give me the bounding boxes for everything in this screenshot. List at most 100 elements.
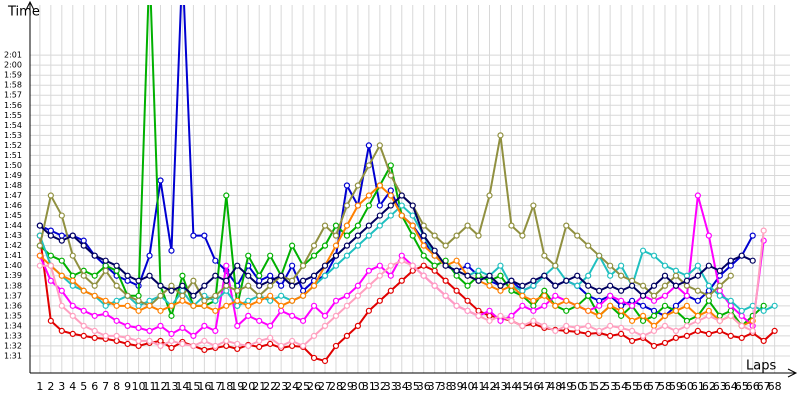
point	[628, 277, 636, 284]
point	[420, 272, 427, 279]
point	[475, 277, 482, 284]
point	[431, 232, 438, 239]
point	[672, 272, 680, 279]
point	[453, 302, 460, 309]
x-tick-label: 12	[154, 380, 168, 393]
point	[705, 282, 712, 289]
point	[738, 334, 745, 342]
point	[80, 242, 87, 249]
point	[234, 340, 241, 348]
point	[168, 287, 175, 294]
point	[58, 287, 65, 294]
point	[376, 297, 383, 304]
point	[650, 307, 658, 314]
point	[672, 307, 680, 314]
x-tick-label: 13	[164, 380, 178, 393]
point	[201, 322, 208, 329]
point	[376, 212, 383, 219]
x-tick-label: 65	[735, 380, 749, 393]
point	[278, 342, 285, 350]
y-tick-label: 1:44	[4, 221, 22, 230]
point	[354, 222, 362, 229]
point	[409, 232, 416, 239]
plot-area	[36, 5, 778, 365]
x-tick-label: 17	[208, 380, 222, 393]
point	[223, 192, 230, 199]
point	[596, 312, 603, 319]
point	[475, 232, 482, 239]
x-tick-label: 45	[515, 380, 529, 393]
point	[102, 267, 109, 274]
point	[321, 272, 329, 279]
point	[190, 302, 197, 309]
point	[672, 267, 680, 274]
point	[267, 322, 274, 329]
point	[223, 287, 230, 294]
x-tick-label: 56	[636, 380, 650, 393]
point	[409, 202, 416, 209]
point	[102, 302, 109, 309]
point	[771, 302, 778, 309]
point	[694, 317, 701, 324]
point	[694, 192, 701, 199]
y-tick-label: 1:55	[4, 111, 22, 120]
point	[705, 312, 712, 319]
point	[442, 262, 449, 269]
y-tick-label: 1:34	[4, 321, 22, 330]
point	[650, 297, 658, 304]
point	[278, 302, 285, 309]
point	[332, 312, 340, 319]
point	[650, 312, 658, 319]
y-tick-label: 1:52	[4, 141, 22, 150]
point	[738, 322, 745, 329]
point	[102, 310, 109, 317]
point	[464, 272, 471, 279]
point	[365, 282, 372, 289]
point	[639, 312, 647, 319]
point	[168, 344, 175, 352]
x-tick-label: 48	[548, 380, 562, 393]
point	[672, 327, 680, 334]
point	[58, 237, 65, 244]
point	[771, 327, 778, 334]
point	[124, 322, 131, 329]
point	[705, 232, 712, 239]
x-tick-label: 25	[296, 380, 310, 393]
x-tick-label: 47	[537, 380, 551, 393]
point	[650, 282, 658, 289]
y-tick-label: 1:54	[4, 121, 22, 130]
point	[234, 287, 241, 294]
point	[223, 277, 230, 284]
point	[650, 342, 658, 350]
x-tick-label: 49	[559, 380, 573, 393]
point	[321, 312, 329, 319]
point	[563, 297, 570, 304]
x-tick-label: 66	[746, 380, 760, 393]
point	[519, 287, 526, 294]
point	[727, 307, 734, 314]
point	[749, 327, 756, 334]
point	[398, 212, 405, 219]
x-tick-label: 28	[329, 380, 343, 393]
point	[618, 297, 625, 304]
point	[552, 282, 559, 289]
point	[552, 292, 559, 299]
point	[409, 267, 416, 274]
x-tick-label: 59	[669, 380, 683, 393]
point	[332, 232, 340, 239]
point	[563, 222, 570, 229]
y-tick-label: 1:31	[4, 351, 22, 360]
point	[69, 277, 76, 284]
point	[431, 282, 438, 289]
point	[212, 297, 219, 304]
point	[289, 297, 296, 304]
point	[36, 262, 43, 269]
point	[596, 327, 603, 334]
y-tick-label: 1:53	[4, 131, 22, 140]
y-tick-label: 1:51	[4, 151, 22, 160]
point	[442, 242, 449, 249]
point	[36, 222, 43, 229]
point	[124, 340, 131, 348]
point	[113, 267, 120, 274]
point	[278, 282, 285, 289]
